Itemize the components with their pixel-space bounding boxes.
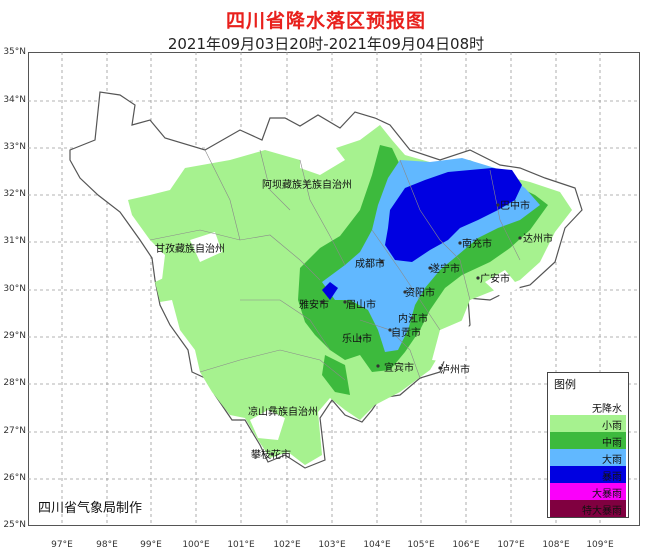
lon-label: 101°E xyxy=(227,540,255,550)
city-label-zigong: 自贡市 xyxy=(391,328,421,339)
lat-label: 28°N xyxy=(3,378,26,388)
region-label-liangshan: 凉山彝族自治州 xyxy=(248,407,318,418)
legend-item: 无降水 xyxy=(550,398,626,415)
legend-item-label: 大雨 xyxy=(602,455,622,466)
legend-item-label: 中雨 xyxy=(602,438,622,449)
legend-item-label: 特大暴雨 xyxy=(582,506,622,517)
lat-label: 26°N xyxy=(3,473,26,483)
legend-item: 特大暴雨 xyxy=(550,500,626,517)
city-label-bazhong: 巴中市 xyxy=(500,201,530,212)
lon-label: 104°E xyxy=(363,540,391,550)
lat-label: 27°N xyxy=(3,426,26,436)
lon-label: 100°E xyxy=(182,540,210,550)
legend-item: 大暴雨 xyxy=(550,483,626,500)
credit-text: 四川省气象局制作 xyxy=(38,501,143,516)
lon-label: 108°E xyxy=(542,540,570,550)
region-label-ganzi: 甘孜藏族自治州 xyxy=(155,244,225,255)
lat-label: 32°N xyxy=(3,189,26,199)
county-boundaries xyxy=(149,149,521,381)
lon-label: 102°E xyxy=(273,540,301,550)
legend-title: 图例 xyxy=(554,378,576,391)
legend-item: 大雨 xyxy=(550,449,626,466)
lon-label: 107°E xyxy=(497,540,525,550)
legend-item: 暴雨 xyxy=(550,466,626,483)
no-rain-gaps xyxy=(190,140,520,440)
lat-label: 29°N xyxy=(3,331,26,341)
legend-item: 中雨 xyxy=(550,432,626,449)
city-label-suining: 遂宁市 xyxy=(430,264,460,275)
lon-label: 98°E xyxy=(96,540,118,550)
lat-label: 31°N xyxy=(3,236,26,246)
forecast-period: 2021年09月03日20时-2021年09月04日08时 xyxy=(167,35,485,53)
legend-item-label: 暴雨 xyxy=(602,472,622,483)
city-label-dazhou: 达州市 xyxy=(523,234,553,245)
legend-item-label: 无降水 xyxy=(592,404,622,415)
lon-label: 105°E xyxy=(407,540,435,550)
lon-label: 97°E xyxy=(51,540,73,550)
city-label-meishan: 眉山市 xyxy=(346,300,376,311)
legend: 图例 无降水 小雨 中雨 大雨 暴雨 大暴雨 特大暴雨 xyxy=(547,372,629,518)
legend-item-label: 大暴雨 xyxy=(592,489,622,500)
rainstorm-area xyxy=(322,168,522,300)
city-label-neijiang: 内江市 xyxy=(398,314,428,325)
city-markers xyxy=(270,203,522,456)
region-label-aba: 阿坝藏族羌族自治州 xyxy=(262,180,352,191)
city-label-nanchong: 南充市 xyxy=(462,239,492,250)
city-label-ziyang: 资阳市 xyxy=(405,288,435,299)
legend-item: 小雨 xyxy=(550,415,626,432)
lat-label: 33°N xyxy=(3,142,26,152)
lon-label: 103°E xyxy=(318,540,346,550)
lon-label: 106°E xyxy=(452,540,480,550)
city-label-luzhou: 泸州市 xyxy=(440,365,470,376)
city-label-yaan: 雅安市 xyxy=(299,300,329,311)
legend-item-label: 小雨 xyxy=(602,421,622,432)
city-label-chengdu: 成都市 xyxy=(355,259,385,270)
city-label-leshan: 乐山市 xyxy=(342,334,372,345)
city-label-guangan: 广安市 xyxy=(480,274,510,285)
lon-label: 109°E xyxy=(586,540,614,550)
lon-label: 99°E xyxy=(140,540,162,550)
lat-label: 25°N xyxy=(3,520,26,530)
map-title: 四川省降水落区预报图 xyxy=(225,10,426,32)
city-label-yibin: 宜宾市 xyxy=(384,363,414,374)
lat-label: 35°N xyxy=(3,47,26,57)
city-label-panzhihua: 攀枝花市 xyxy=(251,450,291,461)
lat-label: 34°N xyxy=(3,95,26,105)
lat-label: 30°N xyxy=(3,284,26,294)
